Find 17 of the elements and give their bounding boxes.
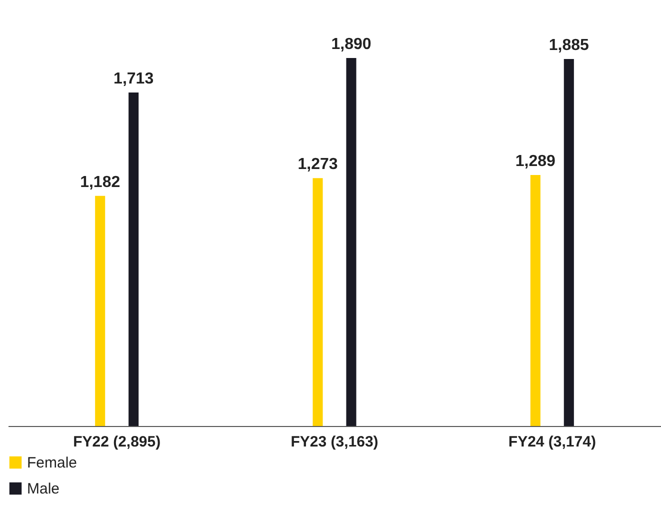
bar [312, 178, 323, 426]
data-label: 1,182 [80, 174, 120, 191]
x-tick-label: FY23 (3,163) [290, 434, 378, 450]
bar [128, 92, 139, 426]
x-tick-label: FY24 (3,174) [508, 434, 596, 450]
legend-label: Male [27, 480, 60, 498]
bar [346, 58, 356, 426]
bar [564, 58, 574, 426]
data-label: 1,890 [331, 36, 372, 53]
bar [95, 196, 106, 426]
data-label: 1,713 [114, 70, 154, 88]
data-label: 1,289 [515, 153, 556, 170]
legend-label: Female [27, 454, 78, 472]
x-tick-label: FY22 (2,895) [73, 434, 161, 450]
data-label: 1,273 [298, 156, 338, 174]
data-label: 1,885 [548, 36, 590, 54]
bar [530, 175, 540, 426]
